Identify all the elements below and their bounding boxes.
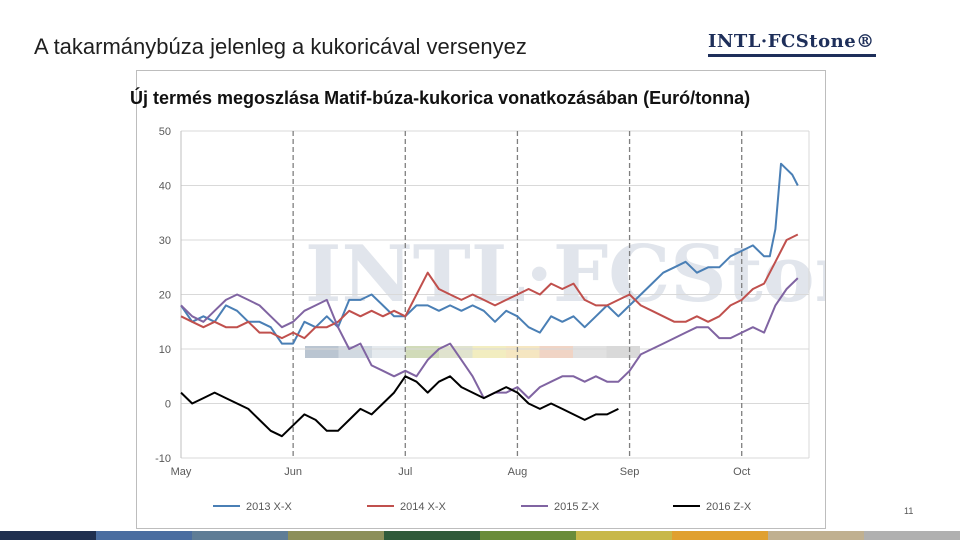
footer-color-segment: [384, 531, 480, 540]
y-tick-label: 20: [159, 290, 171, 302]
watermark-text: INTL·FCStone®: [305, 229, 825, 320]
y-tick-label: 50: [159, 126, 171, 138]
y-tick-label: 10: [159, 344, 171, 356]
footer-color-segment: [192, 531, 288, 540]
line-chart: INTL·FCStone® -10 0 10 20 30 40 50 May Jun Jul Au…: [155, 126, 825, 513]
chart-title: Új termés megoszlása Matif-búza-kukorica…: [130, 88, 751, 108]
watermark-stripe: [506, 346, 540, 358]
logo-underline: [708, 54, 876, 57]
slide-title: A takarmánybúza jelenleg a kukoricával v…: [34, 34, 527, 59]
watermark-stripe: [606, 346, 640, 358]
watermark-stripe: [372, 346, 406, 358]
page-number: 11: [904, 506, 914, 516]
logo-text: INTL·FCStone®: [708, 31, 875, 52]
x-tick-label: Jun: [284, 466, 302, 478]
x-tick-label: Sep: [620, 466, 640, 478]
footer-color-bar: [0, 531, 960, 540]
series-line: [180, 162, 799, 345]
series-lines: [180, 162, 799, 438]
footer-color-segment: [576, 531, 672, 540]
watermark-stripe: [405, 346, 439, 358]
y-tick-label: 30: [159, 235, 171, 247]
footer-color-segment: [672, 531, 768, 540]
x-axis-labels: May Jun Jul Aug Sep Oct: [171, 466, 751, 478]
footer-color-segment: [288, 531, 384, 540]
x-tick-label: Aug: [508, 466, 528, 478]
y-tick-label: 40: [159, 181, 171, 193]
y-axis-labels: -10 0 10 20 30 40 50: [155, 126, 171, 465]
footer-color-segment: [0, 531, 96, 540]
footer-color-segment: [480, 531, 576, 540]
legend-label: 2014 X-X: [400, 501, 447, 513]
watermark-stripe: [305, 346, 339, 358]
x-tick-label: May: [171, 466, 192, 478]
watermark-stripe: [573, 346, 607, 358]
legend-label: 2015 Z-X: [554, 501, 600, 513]
chart-grid: [180, 130, 810, 459]
footer-color-segment: [768, 531, 864, 540]
x-tick-label: Jul: [398, 466, 412, 478]
watermark-stripe: [539, 346, 573, 358]
y-tick-label: 0: [165, 399, 171, 411]
chart-legend: 2013 X-X 2014 X-X 2015 Z-X 2016 Z-X: [213, 501, 752, 513]
watermark-stripe: [472, 346, 506, 358]
y-tick-label: -10: [155, 453, 171, 465]
series-line: [180, 233, 799, 340]
legend-label: 2013 X-X: [246, 501, 293, 513]
chart-frame: INTL·FCStone® -10 0 10 20 30 40 50 May Jun Jul Au…: [136, 70, 826, 529]
x-tick-label: Oct: [733, 466, 750, 478]
legend-label: 2016 Z-X: [706, 501, 752, 513]
footer-color-segment: [96, 531, 192, 540]
footer-color-segment: [864, 531, 960, 540]
series-line: [180, 375, 619, 438]
company-logo: INTL·FCStone®: [708, 31, 888, 61]
